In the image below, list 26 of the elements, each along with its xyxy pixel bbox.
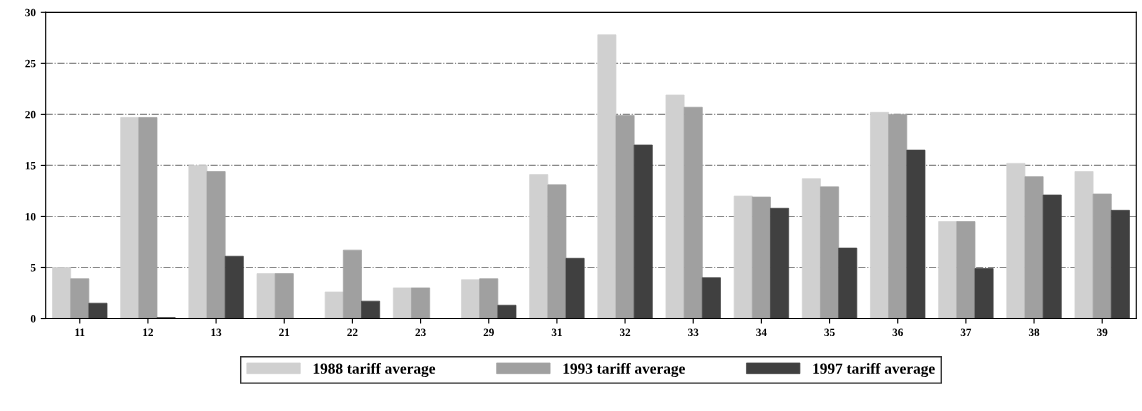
legend-label: 1988 tariff average bbox=[313, 362, 436, 378]
x-tick-label: 35 bbox=[824, 328, 835, 337]
x-tick-label: 22 bbox=[347, 328, 358, 336]
x-tick-label: 37 bbox=[960, 328, 972, 337]
y-tick-label: 20 bbox=[25, 110, 36, 119]
x-tick-label: 38 bbox=[1028, 328, 1040, 337]
x-tick-label: 29 bbox=[483, 328, 494, 337]
x-tick-label: 31 bbox=[551, 328, 562, 337]
legend-label: 1997 tariff average bbox=[813, 362, 935, 378]
x-tick-label: 39 bbox=[1097, 328, 1108, 337]
x-tick-label: 21 bbox=[279, 328, 290, 336]
y-tick-label: 15 bbox=[25, 161, 36, 170]
x-tick-label: 12 bbox=[143, 328, 153, 336]
x-tick-label: 34 bbox=[756, 328, 767, 337]
x-tick-label: 13 bbox=[211, 328, 222, 337]
x-tick-label: 33 bbox=[688, 328, 699, 337]
legend-label: 1993 tariff average bbox=[563, 362, 685, 378]
x-tick-label: 11 bbox=[75, 328, 85, 336]
x-tick-label: 36 bbox=[892, 328, 903, 337]
y-tick-label: 0 bbox=[30, 314, 36, 323]
x-tick-label: 32 bbox=[619, 328, 631, 337]
x-tick-label: 23 bbox=[415, 328, 426, 337]
y-tick-label: 30 bbox=[25, 8, 36, 17]
y-tick-label: 25 bbox=[25, 59, 36, 68]
y-tick-label: 5 bbox=[30, 264, 36, 272]
y-tick-label: 10 bbox=[25, 212, 36, 221]
